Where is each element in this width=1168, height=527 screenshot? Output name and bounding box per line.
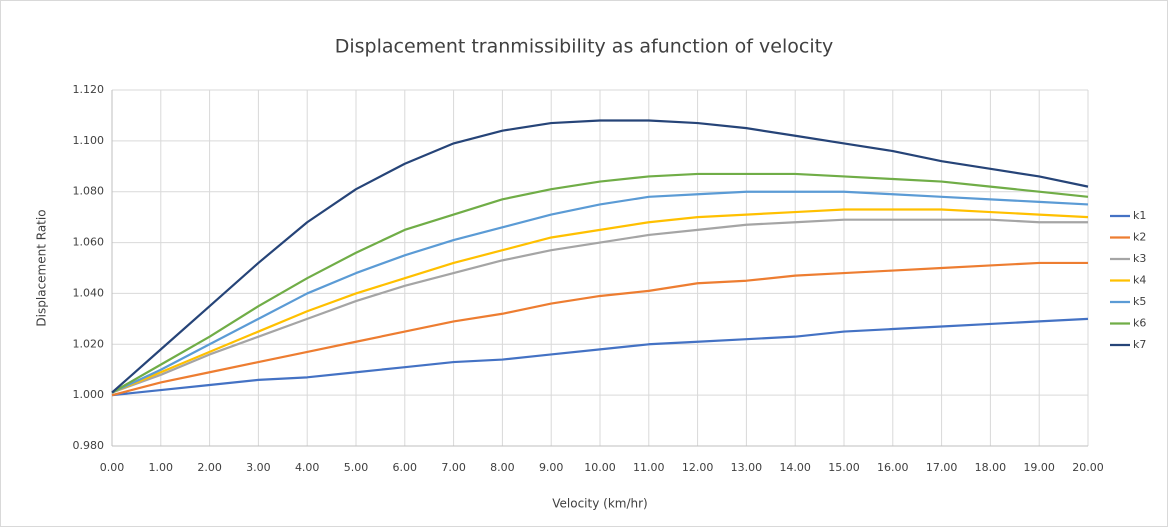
x-tick-label: 17.00 [926, 461, 958, 474]
x-tick-label: 6.00 [393, 461, 418, 474]
series-line [111, 261, 1088, 397]
chart-title: Displacement tranmissibility as afunctio… [335, 36, 834, 58]
x-tick-label: 8.00 [490, 461, 515, 474]
legend-label: k7 [1133, 338, 1146, 351]
x-tick-label: 16.00 [877, 461, 909, 474]
legend-label: k5 [1133, 295, 1146, 308]
y-tick-label: 1.020 [73, 337, 105, 350]
x-tick-label: 4.00 [295, 461, 320, 474]
x-tick-label: 3.00 [246, 461, 271, 474]
y-tick-label: 1.000 [73, 388, 105, 401]
legend-label: k2 [1133, 231, 1146, 244]
x-tick-label: 7.00 [441, 461, 466, 474]
x-tick-label: 11.00 [633, 461, 665, 474]
series-line [111, 190, 1089, 394]
series-line [111, 218, 1088, 394]
x-tick-label: 15.00 [828, 461, 860, 474]
x-axis-label: Velocity (km/hr) [552, 497, 647, 511]
series-line [111, 119, 1089, 394]
legend-label: k4 [1133, 274, 1146, 287]
legend-label: k3 [1133, 252, 1146, 265]
x-tick-label: 0.00 [100, 461, 125, 474]
x-tick-label: 14.00 [779, 461, 811, 474]
series-line [111, 172, 1089, 394]
y-tick-label: 1.120 [73, 83, 105, 96]
x-tick-label: 5.00 [344, 461, 369, 474]
x-tick-label: 13.00 [731, 461, 763, 474]
x-tick-label: 18.00 [975, 461, 1007, 474]
x-tick-label: 20.00 [1072, 461, 1104, 474]
y-axis-label: Displacement Ratio [35, 209, 49, 326]
x-tick-label: 10.00 [584, 461, 616, 474]
series-line [111, 208, 1089, 394]
x-tick-label: 1.00 [149, 461, 174, 474]
x-tick-label: 12.00 [682, 461, 714, 474]
legend-label: k1 [1133, 209, 1146, 222]
y-tick-label: 0.980 [73, 439, 105, 452]
series-line [111, 317, 1089, 397]
x-tick-label: 9.00 [539, 461, 564, 474]
y-tick-label: 1.100 [73, 134, 105, 147]
x-tick-label: 19.00 [1023, 461, 1055, 474]
legend-label: k6 [1133, 317, 1146, 330]
y-tick-label: 1.080 [73, 185, 105, 198]
y-tick-label: 1.060 [73, 236, 105, 249]
x-tick-label: 2.00 [197, 461, 222, 474]
y-tick-label: 1.040 [73, 286, 105, 299]
